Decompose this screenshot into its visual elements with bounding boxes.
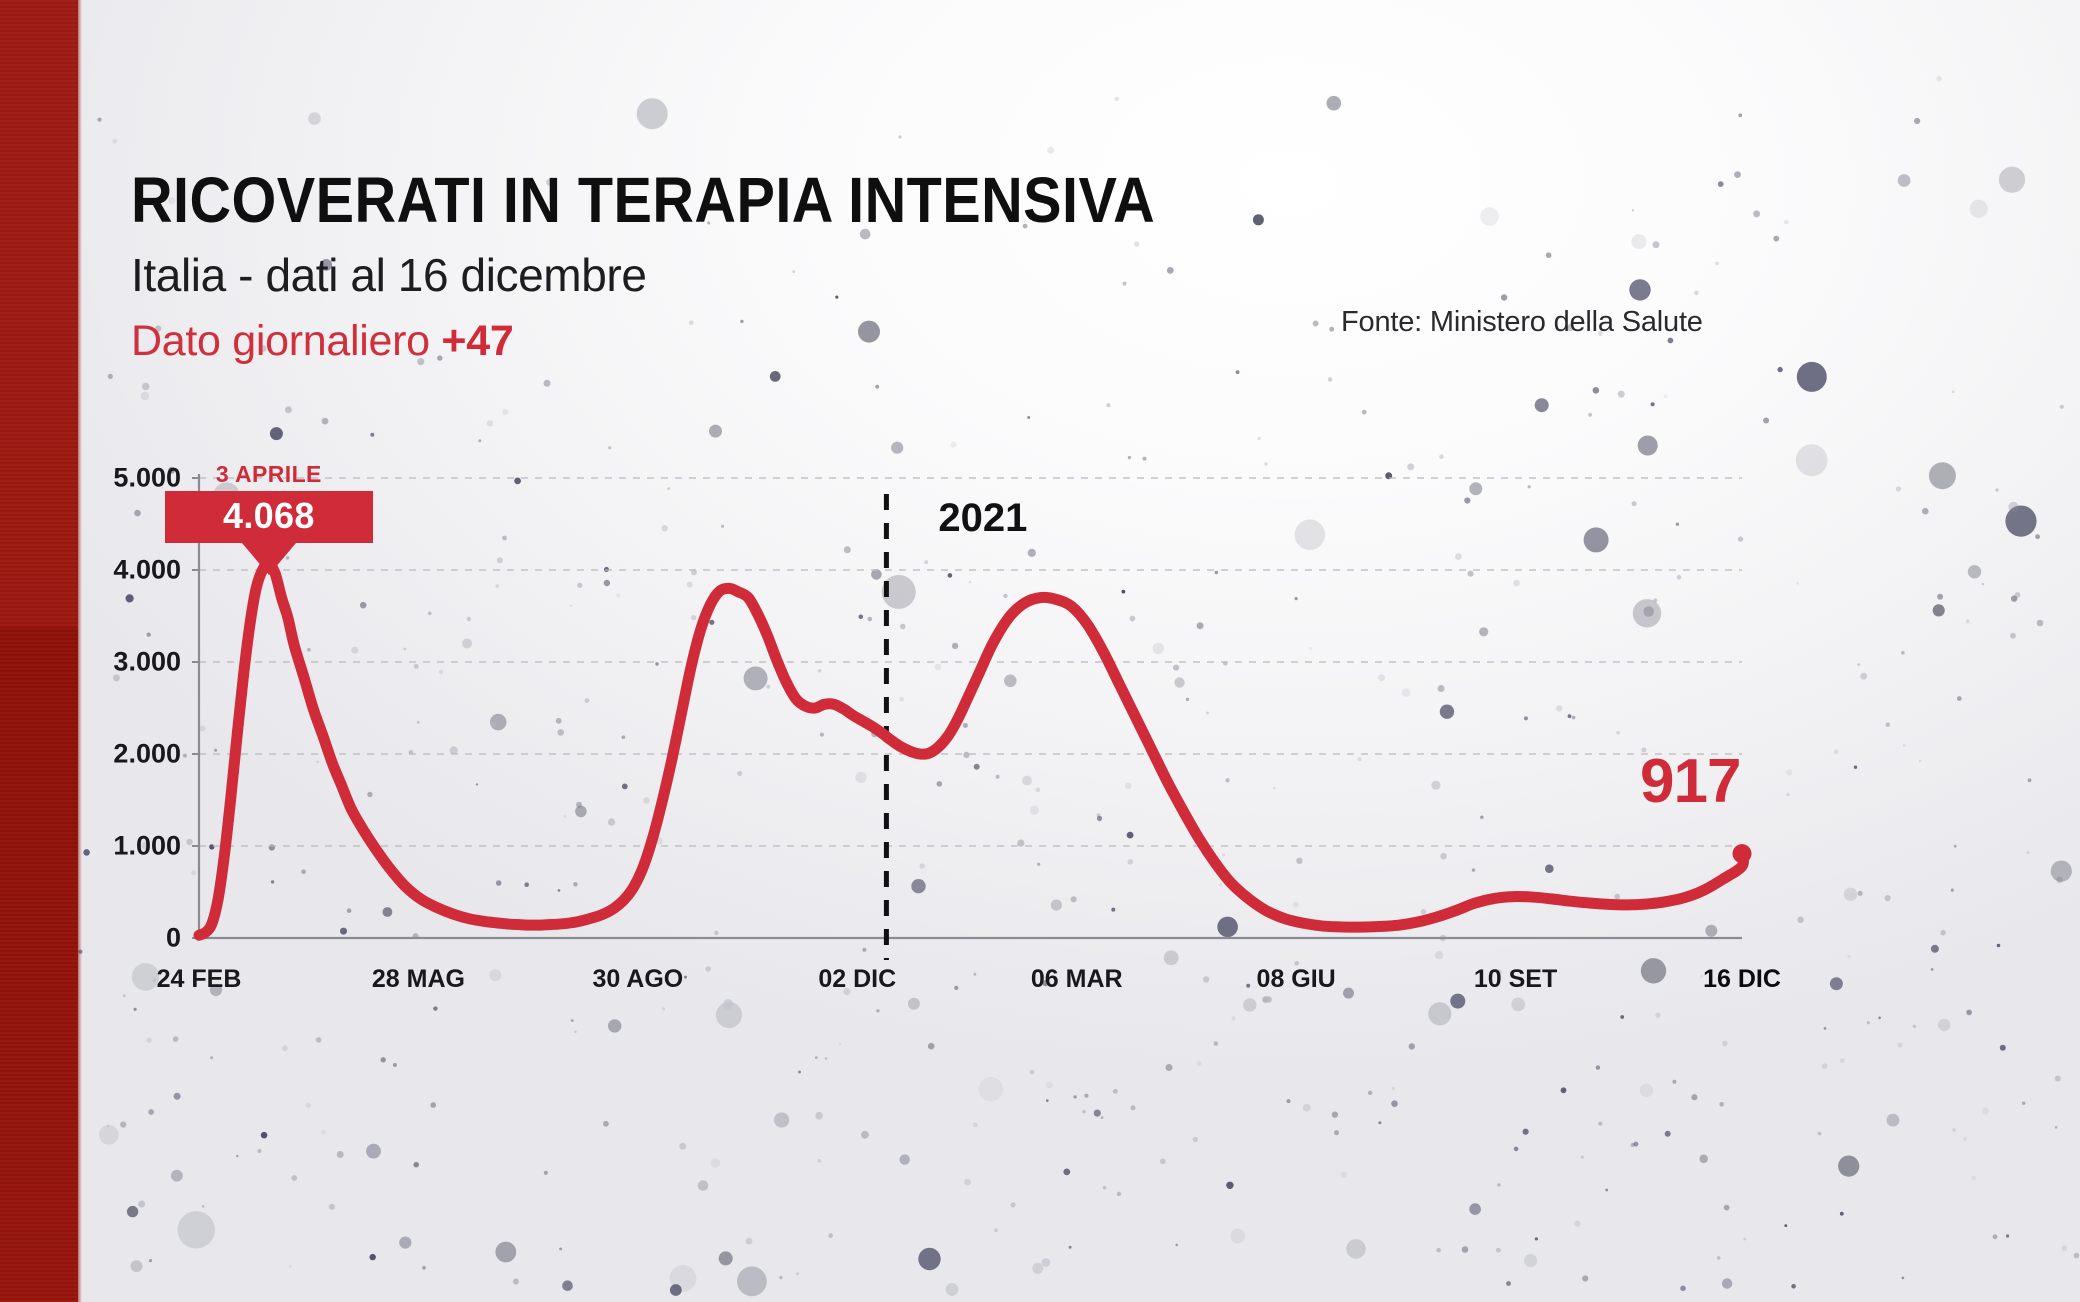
daily-figure-value: +47	[441, 317, 514, 365]
x-axis-tick-label: 16 DIC	[1703, 965, 1781, 993]
peak-annotation-arrow-icon	[241, 543, 296, 575]
left-red-band-edge	[78, 0, 82, 1302]
x-axis-tick-label: 08 GIU	[1256, 965, 1336, 993]
daily-figure-label: Dato giornaliero	[131, 317, 442, 365]
x-axis-tick-label: 30 AGO	[592, 965, 684, 993]
subtitle: Italia - dati al 16 dicembre	[131, 249, 647, 301]
x-axis-tick-label: 02 DIC	[818, 965, 897, 993]
y-axis-tick-label: 1.000	[113, 830, 181, 861]
peak-annotation-value: 4.068	[164, 491, 373, 543]
x-axis-tick-label: 10 SET	[1473, 965, 1558, 993]
peak-annotation-date: 3 APRILE	[215, 461, 322, 487]
x-axis-tick-label: 06 MAR	[1030, 965, 1123, 993]
y-axis-tick-label: 2.000	[113, 738, 181, 769]
x-axis-tick-label: 28 MAG	[371, 965, 465, 993]
left-red-band	[0, 0, 78, 1302]
year-divider-label: 2021	[938, 496, 1028, 540]
page-title: RICOVERATI IN TERAPIA INTENSIVA	[131, 164, 1156, 236]
y-axis-tick-label: 5.000	[113, 462, 181, 493]
y-axis-tick-label: 3.000	[113, 646, 181, 677]
end-value-label: 917	[1640, 746, 1741, 816]
x-axis-tick-label: 24 FEB	[156, 965, 242, 993]
y-axis-tick-label: 4.000	[113, 554, 181, 585]
peak-annotation: 3 APRILE 4.068	[164, 461, 373, 575]
source-attribution: Fonte: Ministero della Salute	[1341, 306, 1703, 338]
header-block: RICOVERATI IN TERAPIA INTENSIVA Italia -…	[131, 168, 1269, 363]
y-axis-tick-label: 0	[165, 922, 181, 953]
daily-figure: Dato giornaliero +47	[131, 320, 1269, 363]
